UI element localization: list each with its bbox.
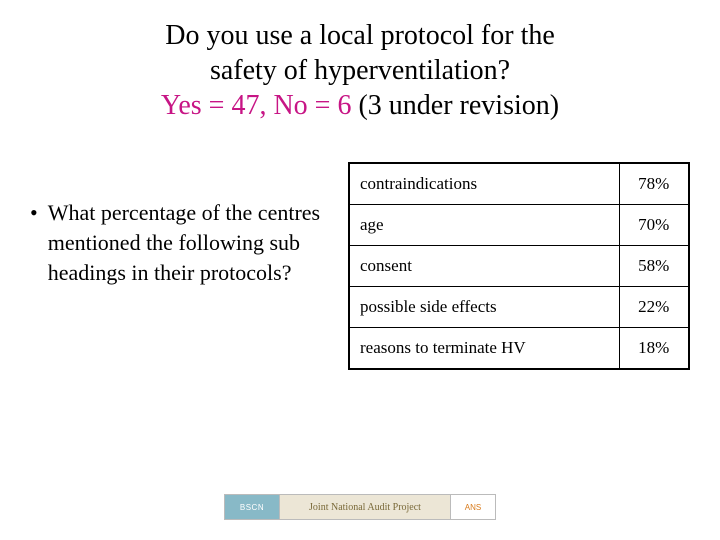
table-cell-label: reasons to terminate HV [349, 328, 619, 370]
table-cell-label: age [349, 205, 619, 246]
table-column: contraindications 78% age 70% consent 58… [348, 162, 690, 370]
table-row: possible side effects 22% [349, 287, 689, 328]
jnap-logo-icon: Joint National Audit Project [280, 494, 450, 520]
table-cell-label: possible side effects [349, 287, 619, 328]
table-cell-pct: 70% [619, 205, 689, 246]
table-cell-label: contraindications [349, 163, 619, 205]
title-block: Do you use a local protocol for the safe… [0, 0, 720, 134]
table-row: age 70% [349, 205, 689, 246]
bullet-item: • What percentage of the centres mention… [30, 198, 330, 287]
under-revision: (3 under revision) [358, 90, 559, 121]
yes-no-counts: Yes = 47, No = 6 [161, 90, 359, 121]
table-row: contraindications 78% [349, 163, 689, 205]
content-row: • What percentage of the centres mention… [0, 134, 720, 370]
title-subline: Yes = 47, No = 6 (3 under revision) [60, 88, 660, 124]
bullet-dot-icon: • [30, 198, 38, 228]
table-cell-pct: 78% [619, 163, 689, 205]
table-cell-label: consent [349, 246, 619, 287]
table-row: consent 58% [349, 246, 689, 287]
bscn-logo-icon: BSCN [224, 494, 280, 520]
footer-logos: BSCN Joint National Audit Project ANS [0, 494, 720, 520]
table-cell-pct: 18% [619, 328, 689, 370]
ans-logo-icon: ANS [450, 494, 496, 520]
bullet-column: • What percentage of the centres mention… [30, 162, 330, 370]
title-line-2: safety of hyperventilation? [60, 53, 660, 88]
table-row: reasons to terminate HV 18% [349, 328, 689, 370]
title-line-1: Do you use a local protocol for the [60, 18, 660, 53]
slide: Do you use a local protocol for the safe… [0, 0, 720, 540]
bullet-text: What percentage of the centres mentioned… [48, 198, 330, 287]
table-cell-pct: 22% [619, 287, 689, 328]
table-cell-pct: 58% [619, 246, 689, 287]
subheadings-table: contraindications 78% age 70% consent 58… [348, 162, 690, 370]
